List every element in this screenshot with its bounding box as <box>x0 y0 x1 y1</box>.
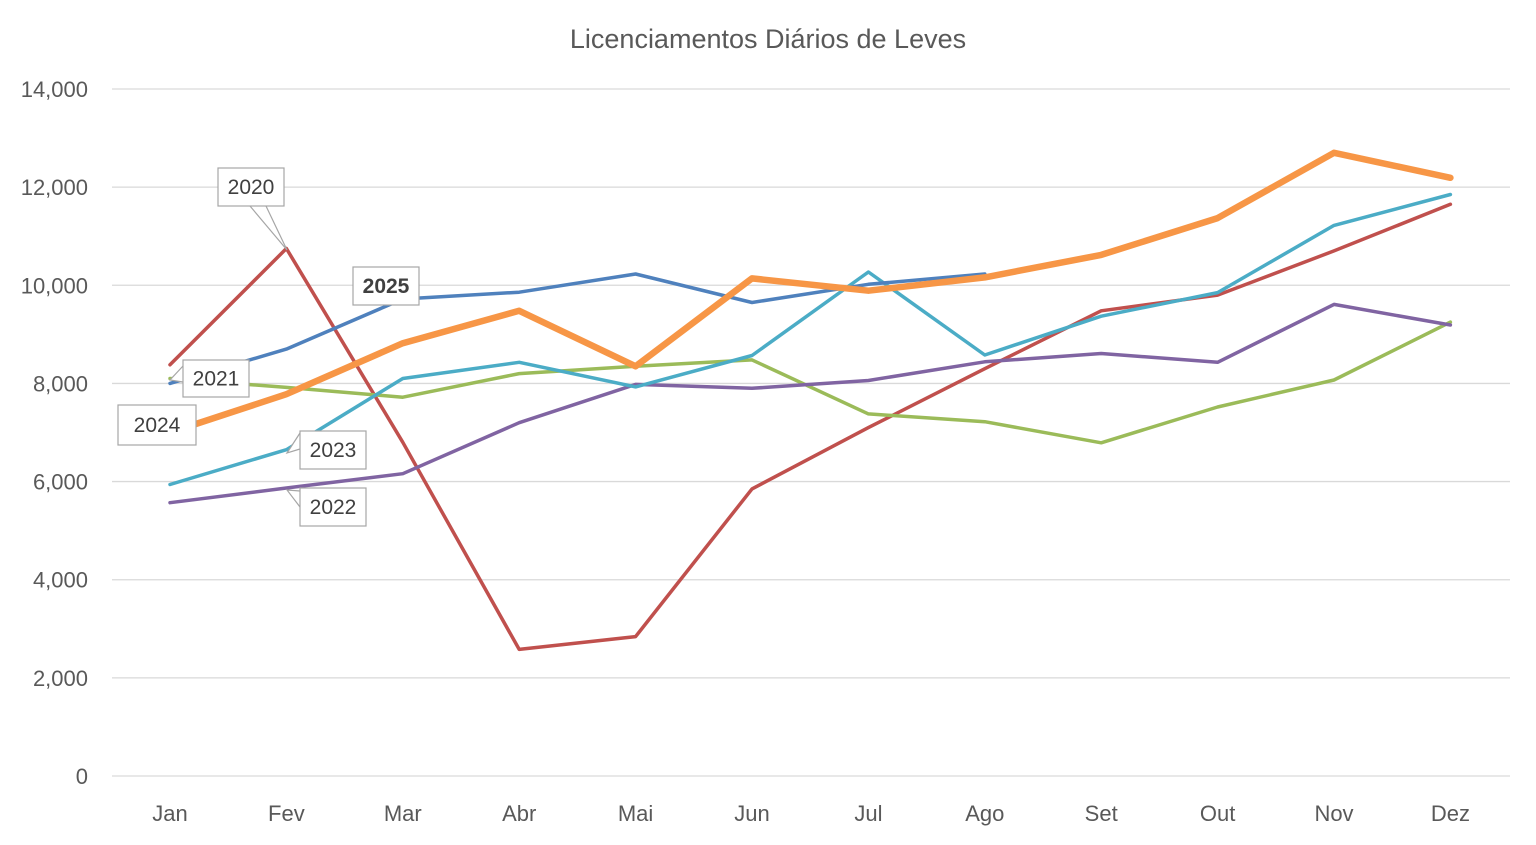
callout-box <box>299 430 367 470</box>
x-tick-label: Nov <box>1314 801 1353 826</box>
series-line-2020 <box>168 202 1453 652</box>
callout-pointer <box>285 432 301 455</box>
callout-2025: 2025 <box>352 266 420 306</box>
callout-label: 2020 <box>228 176 275 199</box>
series-lines <box>166 149 1454 652</box>
chart-title: Licenciamentos Diários de Leves <box>570 24 966 54</box>
x-tick-label: Jul <box>854 801 882 826</box>
x-tick-label: Mai <box>618 801 653 826</box>
series-2020 <box>168 202 1453 652</box>
series-2021 <box>168 320 1453 445</box>
series-callouts: 2020 2021 2024 2023 2022 2025 <box>117 167 420 527</box>
callout-label: 2023 <box>310 439 357 462</box>
callout-label: 2021 <box>193 368 240 391</box>
y-tick-label: 14,000 <box>21 77 88 102</box>
series-line-2021 <box>168 320 1453 445</box>
series-line-2022 <box>168 302 1453 505</box>
callout-box <box>217 167 285 207</box>
y-tick-label: 10,000 <box>21 273 88 298</box>
x-tick-label: Dez <box>1431 801 1470 826</box>
series-2025 <box>166 149 1454 436</box>
y-tick-label: 2,000 <box>33 666 88 691</box>
series-2023 <box>168 192 1453 487</box>
callout-pointer <box>168 365 184 383</box>
y-axis-tick-labels: 0 2,000 4,000 6,000 8,000 10,000 12,000 14,000 <box>21 77 88 789</box>
callout-2022: 2022 <box>285 487 367 527</box>
y-tick-label: 6,000 <box>33 470 88 495</box>
y-tick-label: 8,000 <box>33 371 88 396</box>
callout-box <box>182 359 250 398</box>
series-line-2023 <box>168 192 1453 487</box>
x-tick-label: Out <box>1200 801 1235 826</box>
x-axis-tick-labels: Jan Fev Mar Abr Mai Jun Jul Ago Set Out Nov Dez <box>152 801 1470 826</box>
series-line-2025 <box>166 149 1454 436</box>
callout-box <box>352 266 420 306</box>
y-tick-label: 0 <box>76 764 88 789</box>
callout-label: 2024 <box>134 414 181 437</box>
callout-pointer <box>249 205 288 251</box>
x-tick-label: Fev <box>268 801 305 826</box>
callout-2020: 2020 <box>217 167 288 251</box>
x-tick-label: Jun <box>734 801 769 826</box>
callout-2024: 2024 <box>117 404 197 446</box>
x-tick-label: Jan <box>152 801 187 826</box>
x-tick-label: Ago <box>965 801 1004 826</box>
y-tick-label: 4,000 <box>33 568 88 593</box>
x-tick-label: Mar <box>384 801 422 826</box>
x-tick-label: Abr <box>502 801 536 826</box>
callout-box <box>117 404 197 446</box>
callout-pointer <box>285 489 301 508</box>
x-tick-label: Set <box>1085 801 1118 826</box>
callout-2021: 2021 <box>168 359 250 398</box>
callout-label: 2022 <box>310 496 357 519</box>
y-tick-label: 12,000 <box>21 175 88 200</box>
callout-box <box>299 487 367 527</box>
series-2022 <box>168 302 1453 505</box>
callout-2023: 2023 <box>285 430 367 470</box>
callout-label: 2025 <box>363 275 410 298</box>
